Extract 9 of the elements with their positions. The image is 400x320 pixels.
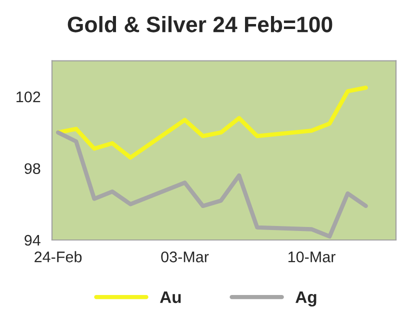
y-tick-label: 94 [24, 234, 40, 246]
legend-label: Au [160, 291, 181, 304]
x-tick-label: 10-Mar [288, 252, 336, 262]
x-tick-label: 24-Feb [34, 251, 82, 262]
legend-label: Ag [296, 291, 316, 306]
y-tick-label: 98 [24, 163, 40, 174]
x-tick-label: 03-Mar [161, 252, 209, 262]
chart-title: Gold & Silver 24 Feb=100 [68, 16, 332, 32]
y-tick-label: 102 [16, 92, 40, 102]
